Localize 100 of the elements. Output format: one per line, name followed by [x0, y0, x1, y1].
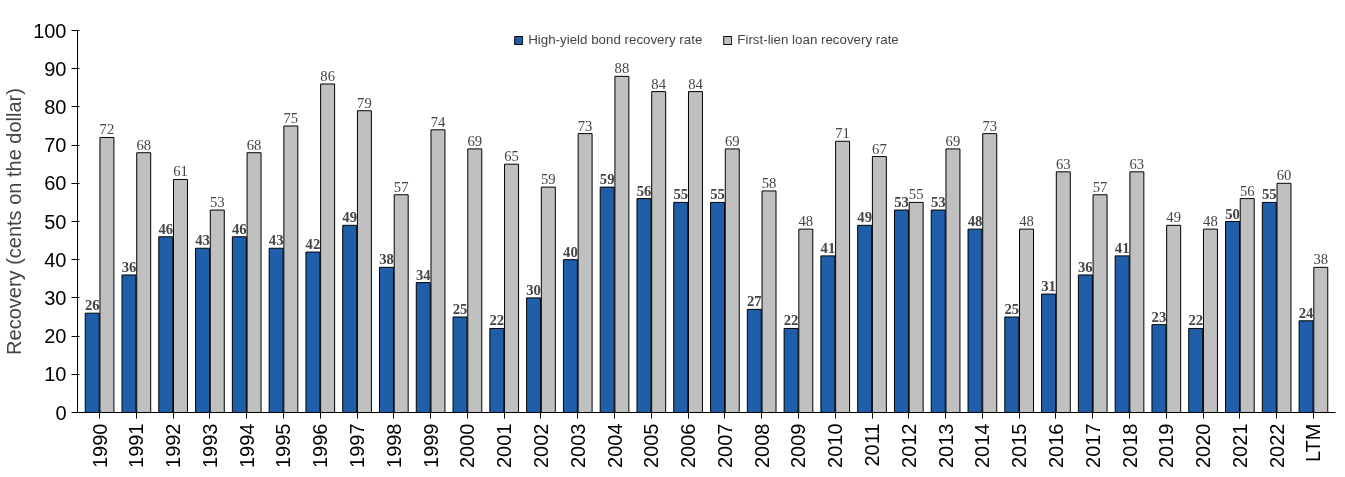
data-label: 26 — [84, 297, 100, 314]
data-label: 55 — [673, 186, 689, 203]
data-label: 43 — [268, 232, 284, 249]
x-tick-label: 2013 — [934, 423, 957, 468]
data-label: 60 — [1276, 167, 1292, 184]
data-label: 68 — [246, 136, 262, 153]
x-tick-label: 2001 — [493, 423, 516, 468]
data-label: 30 — [526, 281, 541, 298]
x-tick-label: 2009 — [787, 423, 810, 468]
data-label: 46 — [158, 220, 174, 237]
x-tick-label: 2003 — [566, 423, 589, 468]
x-tick-label: 2017 — [1081, 423, 1104, 468]
x-tick-label: 2005 — [640, 423, 663, 468]
data-label: 43 — [195, 232, 210, 249]
data-label: 88 — [614, 60, 630, 77]
data-label: 55 — [710, 186, 725, 203]
x-tick-label: 2018 — [1118, 423, 1141, 468]
data-label: 46 — [232, 220, 247, 237]
x-tick-label: 1990 — [88, 423, 111, 468]
y-tick-label: 0 — [55, 401, 67, 424]
data-label: 42 — [305, 236, 321, 253]
x-tick-label: 2007 — [713, 423, 736, 468]
data-label: 58 — [761, 174, 777, 191]
x-tick-label: 1991 — [125, 423, 148, 468]
x-tick-label: 1997 — [346, 423, 369, 468]
y-tick-label: 90 — [44, 57, 67, 80]
x-tick-label: LTM — [1302, 423, 1325, 463]
data-label: 61 — [173, 163, 188, 180]
data-label: 25 — [1004, 301, 1020, 317]
y-tick-label: 40 — [44, 248, 67, 271]
data-label: 24 — [1298, 304, 1315, 321]
x-tick-label: 2015 — [1008, 423, 1031, 468]
data-label: 55 — [1261, 186, 1277, 203]
data-label: 59 — [599, 171, 615, 188]
data-label: 41 — [820, 239, 836, 256]
x-tick-label: 2006 — [677, 423, 700, 468]
data-label: 49 — [342, 209, 358, 226]
data-label: 48 — [1203, 213, 1218, 230]
data-label: 50 — [1225, 205, 1240, 222]
x-tick-label: 1992 — [162, 423, 185, 468]
y-tick-label: 70 — [44, 134, 67, 157]
data-label: 69 — [945, 132, 961, 149]
data-label: 79 — [357, 94, 372, 111]
data-label: 72 — [99, 121, 115, 138]
legend-label: First-lien loan recovery rate — [737, 32, 899, 47]
data-label: 55 — [908, 186, 924, 203]
data-label: 41 — [1114, 239, 1130, 256]
x-tick-label: 2004 — [603, 423, 626, 468]
data-label: 48 — [967, 213, 983, 230]
y-tick-label: 10 — [44, 363, 67, 386]
data-label: 49 — [1166, 209, 1181, 226]
data-label: 56 — [1239, 182, 1255, 199]
data-label: 36 — [1078, 258, 1093, 275]
data-label: 53 — [894, 194, 909, 211]
data-label: 31 — [1041, 278, 1056, 295]
y-tick-label: 50 — [44, 210, 67, 233]
data-label: 53 — [930, 194, 946, 211]
data-label: 38 — [1313, 251, 1329, 268]
x-tick-label: 2000 — [456, 423, 479, 468]
data-label: 63 — [1129, 155, 1145, 172]
x-tick-label: 1998 — [382, 423, 405, 468]
data-label: 65 — [504, 148, 519, 165]
data-label: 73 — [577, 117, 593, 134]
y-tick-label: 20 — [44, 325, 67, 348]
y-tick-label: 30 — [44, 286, 67, 309]
data-label: 84 — [651, 75, 667, 92]
data-label: 71 — [835, 125, 850, 142]
y-tick-label: 100 — [33, 19, 67, 42]
x-tick-label: 2012 — [897, 423, 920, 468]
x-tick-label: 1994 — [235, 423, 258, 468]
x-tick-label: 2022 — [1265, 423, 1288, 468]
data-label: 75 — [283, 110, 299, 126]
data-label: 57 — [1092, 178, 1108, 195]
legend-label: High-yield bond recovery rate — [528, 32, 703, 47]
data-label: 73 — [982, 117, 998, 134]
y-axis-title: Recovery (cents on the dollar) — [3, 88, 26, 355]
x-tick-label: 1999 — [419, 423, 442, 468]
data-label: 53 — [209, 194, 225, 211]
data-label: 48 — [798, 213, 814, 230]
x-tick-label: 1993 — [198, 423, 221, 468]
data-label: 74 — [430, 113, 446, 130]
x-tick-label: 2010 — [824, 423, 847, 468]
data-label: 63 — [1055, 155, 1071, 172]
data-label: 67 — [872, 140, 887, 157]
data-label: 69 — [467, 132, 483, 149]
x-tick-label: 2008 — [750, 423, 773, 468]
data-label: 49 — [857, 209, 872, 226]
data-label: 57 — [393, 178, 409, 195]
x-tick-label: 2011 — [861, 423, 884, 467]
data-label: 48 — [1019, 213, 1034, 230]
data-label: 38 — [379, 251, 394, 268]
data-label: 86 — [320, 67, 335, 84]
data-label: 23 — [1151, 308, 1167, 325]
x-tick-label: 2014 — [971, 423, 994, 468]
data-label: 68 — [136, 136, 152, 153]
x-tick-label: 1996 — [309, 423, 332, 468]
data-label: 22 — [1188, 312, 1204, 329]
data-label: 40 — [563, 243, 578, 260]
data-label: 59 — [541, 171, 556, 188]
x-tick-label: 2020 — [1192, 423, 1215, 468]
